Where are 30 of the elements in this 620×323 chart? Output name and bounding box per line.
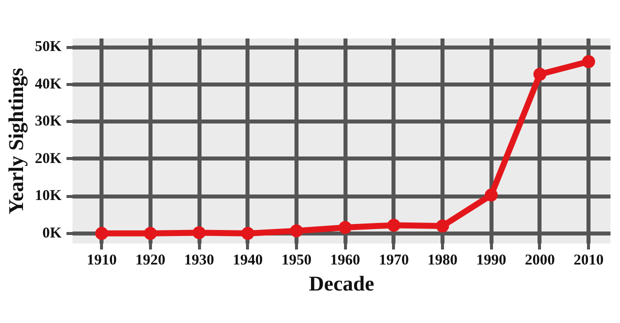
x-tick-label: 1960: [330, 252, 360, 268]
point: [436, 219, 450, 232]
y-tick-label: 0K: [42, 225, 62, 242]
point: [338, 220, 352, 234]
point: [387, 218, 400, 232]
y-tick-label: 40K: [34, 76, 62, 92]
point: [582, 55, 596, 68]
x-tick-label: 1910: [86, 252, 117, 268]
y-tick-label: 20K: [34, 150, 62, 167]
x-axis-title: Decade: [308, 272, 374, 296]
x-tick-label: 2000: [524, 252, 555, 268]
x-tick-label: 1980: [428, 252, 458, 268]
y-axis-title: Yearly Sightings: [4, 68, 28, 214]
y-tick-label: 10K: [34, 188, 62, 204]
point: [95, 226, 108, 240]
x-tick-label: 1990: [476, 252, 506, 268]
point: [533, 68, 546, 81]
x-tick-label: 1940: [232, 252, 263, 268]
x-tick-label: 1920: [135, 252, 166, 268]
x-tick-label: 1950: [281, 252, 312, 268]
point: [484, 188, 498, 202]
x-tick-label: 1970: [378, 252, 409, 268]
x-tick-label: 2010: [574, 252, 604, 268]
y-tick-label: 50K: [34, 39, 62, 56]
y-tick-label: 30K: [34, 114, 62, 130]
point: [241, 226, 254, 240]
point: [290, 224, 303, 238]
point: [192, 226, 206, 240]
point: [144, 226, 157, 240]
x-tick-label: 1930: [184, 252, 214, 268]
